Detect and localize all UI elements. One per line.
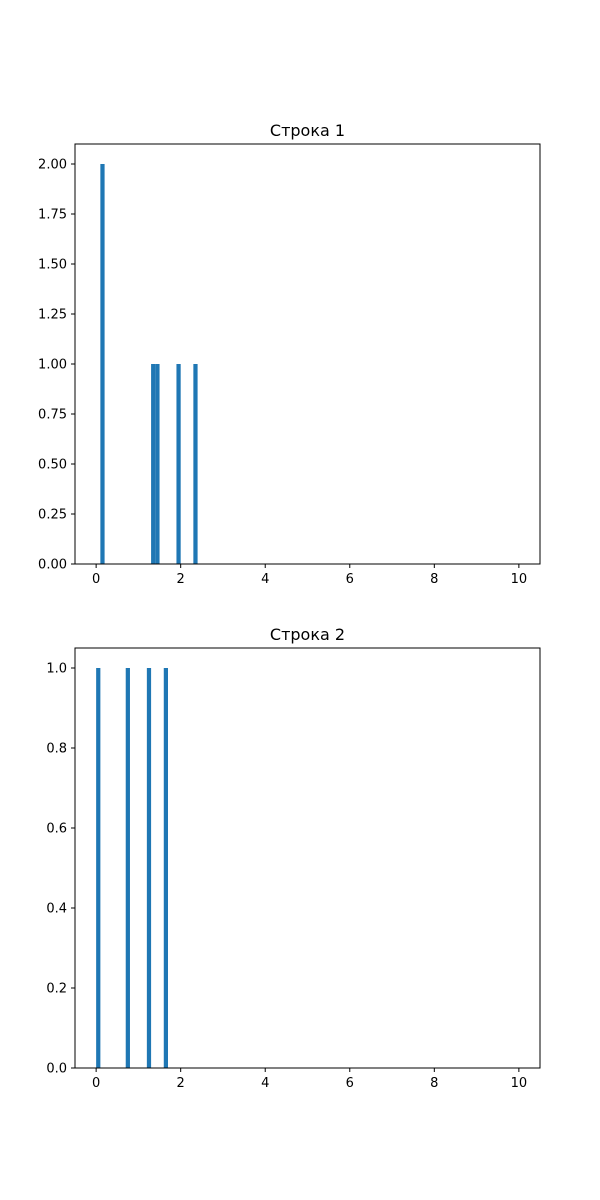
chart-row-1: 0 2 4 6 8 10 0.00 0.25 0.50 0.75 1.00 1.25 1.50 1.75 2… bbox=[38, 121, 541, 587]
y-tick-label: 0.0 bbox=[46, 1062, 67, 1077]
x-tick-label: 10 bbox=[511, 1076, 528, 1091]
x-tick-label: 2 bbox=[177, 572, 185, 587]
bar-series bbox=[96, 668, 168, 1068]
x-tick-label: 0 bbox=[92, 1076, 100, 1091]
y-tick-label: 0.25 bbox=[38, 508, 67, 523]
y-axis: 0.0 0.2 0.4 0.6 0.8 1.0 bbox=[46, 662, 75, 1077]
bar-2 bbox=[155, 364, 160, 564]
x-tick-label: 8 bbox=[430, 572, 438, 587]
bar-0 bbox=[96, 668, 101, 1068]
y-tick-label: 1.75 bbox=[38, 208, 67, 223]
bar-1 bbox=[125, 668, 130, 1068]
x-tick-label: 4 bbox=[261, 572, 269, 587]
axes-frame bbox=[74, 647, 541, 1069]
y-tick-label: 1.25 bbox=[38, 308, 67, 323]
bar-2 bbox=[146, 668, 152, 1068]
y-tick-label: 0.4 bbox=[46, 902, 67, 917]
y-axis: 0.00 0.25 0.50 0.75 1.00 1.25 1.50 1.75 2.00 bbox=[38, 158, 75, 573]
chart-title: Строка 2 bbox=[270, 625, 345, 644]
y-tick-label: 0.75 bbox=[38, 408, 67, 423]
axes-frame bbox=[74, 143, 541, 565]
y-tick-label: 0.6 bbox=[46, 822, 67, 837]
x-tick-label: 10 bbox=[511, 572, 528, 587]
x-tick-label: 8 bbox=[430, 1076, 438, 1091]
x-tick-label: 6 bbox=[346, 572, 354, 587]
x-tick-label: 4 bbox=[261, 1076, 269, 1091]
y-tick-label: 0.2 bbox=[46, 982, 67, 997]
x-tick-label: 0 bbox=[92, 572, 100, 587]
bar-3 bbox=[176, 364, 181, 564]
y-tick-label: 1.00 bbox=[38, 358, 67, 373]
x-tick-label: 6 bbox=[346, 1076, 354, 1091]
chart-title: Строка 1 bbox=[270, 121, 345, 140]
bar-1 bbox=[151, 364, 156, 564]
x-axis: 0 2 4 6 8 10 bbox=[92, 564, 527, 587]
x-axis: 0 2 4 6 8 10 bbox=[92, 1068, 527, 1091]
bar-0 bbox=[100, 164, 105, 564]
bar-series bbox=[100, 164, 198, 564]
y-tick-label: 0.00 bbox=[38, 558, 67, 573]
y-tick-label: 1.0 bbox=[46, 662, 67, 677]
chart-row-2: 0 2 4 6 8 10 0.0 0.2 0.4 0.6 0.8 1.0 Строка 2 bbox=[46, 625, 541, 1091]
y-tick-label: 0.8 bbox=[46, 742, 67, 757]
y-tick-label: 2.00 bbox=[38, 158, 67, 173]
bar-3 bbox=[163, 668, 168, 1068]
y-tick-label: 1.50 bbox=[38, 258, 67, 273]
x-tick-label: 2 bbox=[177, 1076, 185, 1091]
bar-4 bbox=[193, 364, 198, 564]
y-tick-label: 0.50 bbox=[38, 458, 67, 473]
